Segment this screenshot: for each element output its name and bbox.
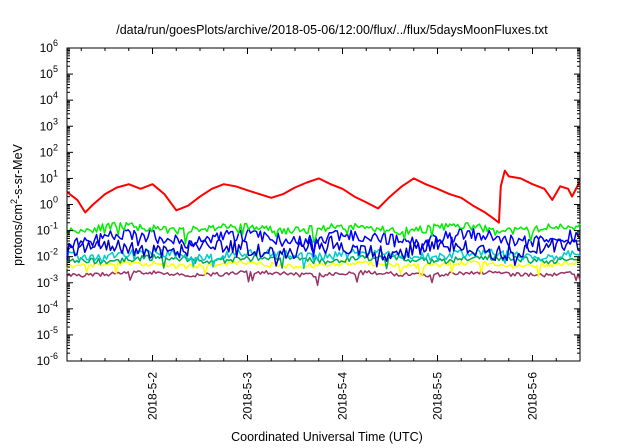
x-tick-label: 2018-5-2 (146, 372, 160, 420)
y-tick-label: 10-4 (37, 299, 58, 316)
y-tick-label: 102 (40, 142, 58, 159)
plot-area: 10-6 10-5 10-4 10-3 10-2 10-1 100 101 102 103 104 1… (37, 38, 581, 420)
y-tick-label: 100 (40, 195, 58, 212)
chart-title: /data/run/goesPlots/archive/2018-05-06/1… (116, 23, 548, 37)
y-axis-label-base: protons/cm (11, 204, 25, 266)
y-tick-label: 106 (40, 38, 58, 55)
y-axis-label-sup: 2 (9, 199, 19, 204)
y-tick-label: 10-5 (37, 325, 58, 342)
y-tick-label: 10-6 (37, 351, 58, 368)
plot-frame (66, 47, 581, 362)
y-axis-label-rest: -s-sr-MeV (11, 143, 25, 199)
y-tick-label: 10-2 (37, 247, 58, 264)
series-layer (66, 169, 581, 287)
series-line-2 (66, 221, 581, 245)
series-line-4 (66, 235, 581, 268)
y-axis: 10-6 10-5 10-4 10-3 10-2 10-1 100 101 102 103 104 1… (37, 38, 580, 368)
x-tick-label: 2018-5-6 (526, 372, 540, 420)
x-tick-label: 2018-5-3 (241, 372, 255, 420)
y-tick-label: 101 (40, 168, 58, 185)
series-line-7 (66, 259, 581, 278)
series-line-1 (66, 169, 581, 224)
x-axis-label: Coordinated Universal Time (UTC) (231, 430, 423, 444)
y-tick-label: 10-1 (37, 221, 58, 238)
x-axis: 2018-5-2 2018-5-3 2018-5-4 2018-5-5 2018-5-6 (80, 48, 581, 420)
y-tick-label: 104 (40, 90, 58, 107)
x-tick-label: 2018-5-4 (336, 372, 350, 420)
series-line-8 (66, 269, 581, 287)
y-axis-label: protons/cm2-s-sr-MeV (9, 143, 25, 265)
y-tick-label: 105 (40, 64, 58, 81)
y-tick-label: 103 (40, 116, 58, 133)
y-tick-label: 10-3 (37, 273, 58, 290)
x-tick-label: 2018-5-5 (431, 372, 445, 420)
